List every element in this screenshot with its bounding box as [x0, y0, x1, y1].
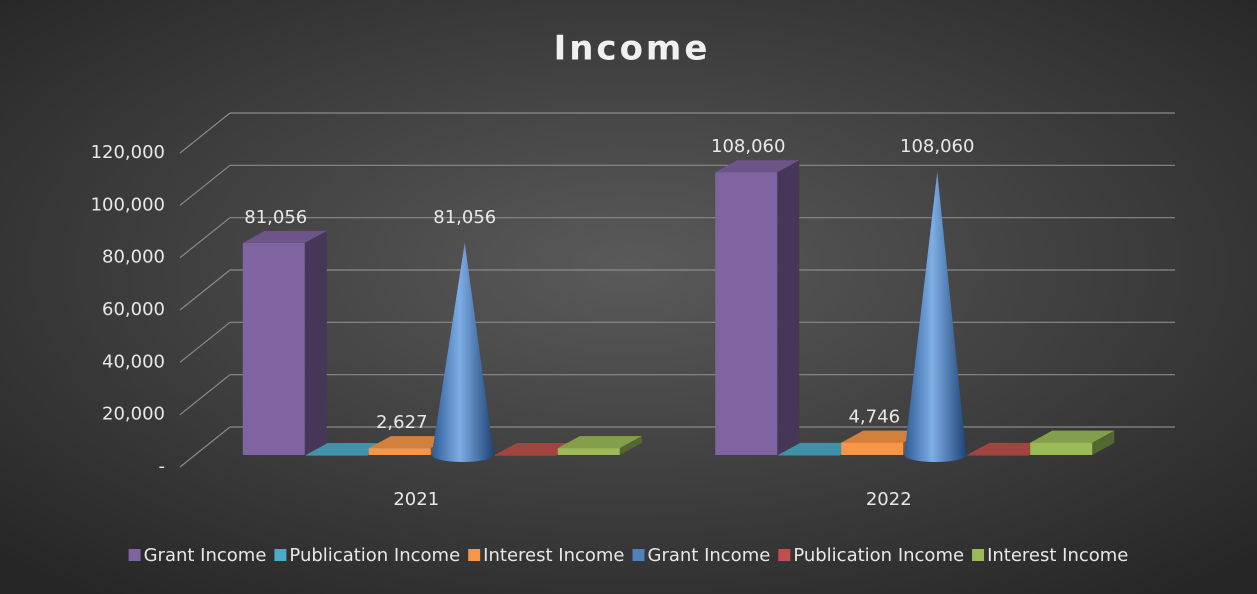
bar	[967, 454, 1030, 456]
grid-line	[179, 269, 231, 311]
legend-label: Publication Income	[793, 545, 964, 566]
bar-top	[368, 436, 453, 449]
bar-top	[1030, 430, 1115, 443]
bar-top	[242, 230, 327, 243]
data-label: 108,060	[711, 136, 785, 157]
grid-line	[179, 426, 231, 468]
bar	[557, 448, 620, 455]
bar	[778, 454, 841, 456]
x-tick-label: 2022	[866, 489, 912, 510]
bar-top	[715, 160, 800, 173]
bar-side	[1092, 430, 1115, 455]
legend-swatch	[632, 549, 645, 561]
legend-swatch	[128, 549, 141, 561]
data-label: 81,056	[433, 207, 496, 228]
bar	[494, 454, 557, 456]
cone	[904, 172, 967, 463]
bar	[715, 172, 778, 456]
bar	[305, 454, 368, 456]
chart-title: Income	[554, 29, 711, 69]
grid-line	[179, 374, 231, 416]
legend-swatch	[778, 549, 791, 561]
data-label: 81,056	[244, 207, 307, 228]
grid-line	[179, 321, 231, 363]
legend-label: Interest Income	[483, 545, 624, 566]
legend-label: Grant Income	[648, 545, 771, 566]
bar	[368, 448, 431, 455]
bar-side	[777, 160, 800, 456]
y-tick-label: 120,000	[91, 142, 165, 163]
legend-label: Grant Income	[144, 545, 267, 566]
bar-side	[619, 436, 642, 455]
y-tick-label: 20,000	[102, 404, 165, 425]
bar-side	[304, 230, 327, 455]
y-tick-label: 80,000	[102, 247, 165, 268]
y-tick-label: 60,000	[102, 299, 165, 320]
bar	[1030, 442, 1093, 455]
cone	[431, 242, 494, 462]
grid-line	[179, 112, 231, 154]
data-label: 108,060	[900, 136, 974, 157]
y-tick-label: 40,000	[102, 351, 165, 372]
data-label: 4,746	[848, 407, 900, 428]
bar-top	[841, 430, 926, 443]
x-tick-label: 2021	[393, 489, 439, 510]
legend: Grant Income Publication Income Interest I…	[128, 545, 1128, 566]
legend-label: Interest Income	[987, 545, 1128, 566]
legend-swatch	[274, 549, 287, 561]
bar	[242, 242, 305, 455]
y-tick-label: -	[159, 456, 166, 477]
legend-swatch	[468, 549, 481, 561]
bar-top	[557, 436, 642, 449]
bar	[841, 442, 904, 455]
grid-line	[179, 164, 231, 206]
legend-label: Publication Income	[289, 545, 460, 566]
grid-line	[179, 217, 231, 259]
legend-swatch	[972, 549, 985, 561]
data-label: 2,627	[376, 412, 428, 433]
y-tick-label: 100,000	[91, 194, 165, 215]
